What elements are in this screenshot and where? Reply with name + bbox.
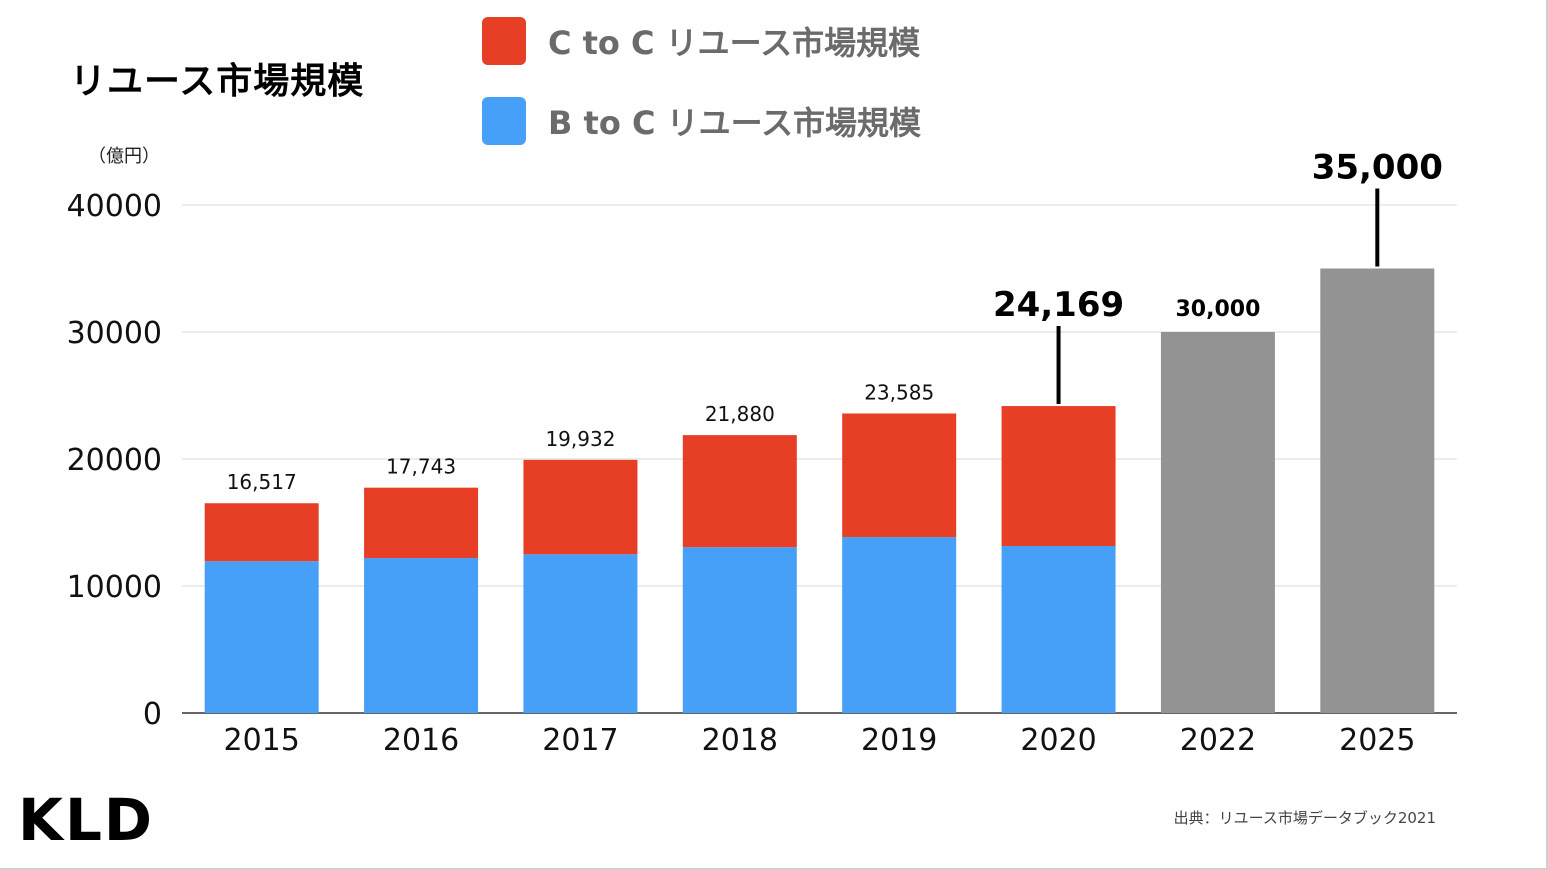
data-label-2025: 35,000	[1312, 148, 1443, 188]
bar-c-to-c-2018	[682, 435, 797, 548]
bar-forecast-2022	[1160, 332, 1275, 713]
bar-b-to-c-2018	[682, 547, 797, 713]
bar-c-to-c-2019	[842, 413, 957, 538]
legend-swatch-b-to-c	[482, 97, 526, 145]
data-label-2019: 23,585	[864, 380, 934, 404]
data-label-2015: 16,517	[227, 470, 297, 494]
y-tick-label: 10000	[67, 570, 162, 605]
bar-b-to-c-2016	[364, 558, 479, 713]
x-tick-label: 2022	[1180, 723, 1256, 758]
kld-logo: KLD	[18, 786, 155, 854]
x-tick-label: 2018	[702, 723, 778, 758]
bar-c-to-c-2015	[204, 503, 319, 562]
data-label-2018: 21,880	[705, 402, 775, 426]
legend-item-c-to-c: C to C リユース市場規模	[482, 16, 921, 66]
data-label-2016: 17,743	[386, 455, 456, 479]
legend-swatch-c-to-c	[482, 17, 526, 65]
source-note: 出典：リユース市場データブック2021	[1173, 809, 1436, 827]
data-label-2022: 30,000	[1175, 297, 1260, 322]
bar-forecast-2025	[1320, 268, 1435, 713]
bar-b-to-c-2020	[1001, 545, 1116, 713]
bar-b-to-c-2015	[204, 561, 319, 713]
legend-item-b-to-c: B to C リユース市場規模	[482, 96, 921, 146]
x-tick-label: 2019	[861, 723, 937, 758]
bar-c-to-c-2017	[523, 459, 638, 555]
legend-label-c-to-c: C to C リユース市場規模	[548, 24, 921, 62]
y-tick-label: 20000	[67, 443, 162, 478]
y-tick-label: 40000	[67, 189, 162, 224]
data-label-2020: 24,169	[993, 285, 1124, 325]
y-tick-label: 0	[143, 697, 162, 732]
x-tick-label: 2016	[383, 723, 459, 758]
legend: C to C リユース市場規模 B to C リユース市場規模	[482, 16, 921, 176]
x-tick-label: 2017	[542, 723, 618, 758]
bar-c-to-c-2016	[364, 487, 479, 559]
legend-label-b-to-c: B to C リユース市場規模	[548, 104, 921, 142]
x-tick-label: 2020	[1020, 723, 1096, 758]
y-tick-label: 30000	[67, 316, 162, 351]
bar-b-to-c-2017	[523, 554, 638, 713]
data-label-2017: 19,932	[545, 427, 615, 451]
bar-b-to-c-2019	[842, 537, 957, 713]
x-tick-label: 2015	[224, 723, 300, 758]
bar-c-to-c-2020	[1001, 406, 1116, 546]
x-tick-label: 2025	[1339, 723, 1415, 758]
chart-title: リユース市場規模	[70, 61, 365, 102]
y-axis-unit-label: （億円）	[88, 146, 160, 167]
